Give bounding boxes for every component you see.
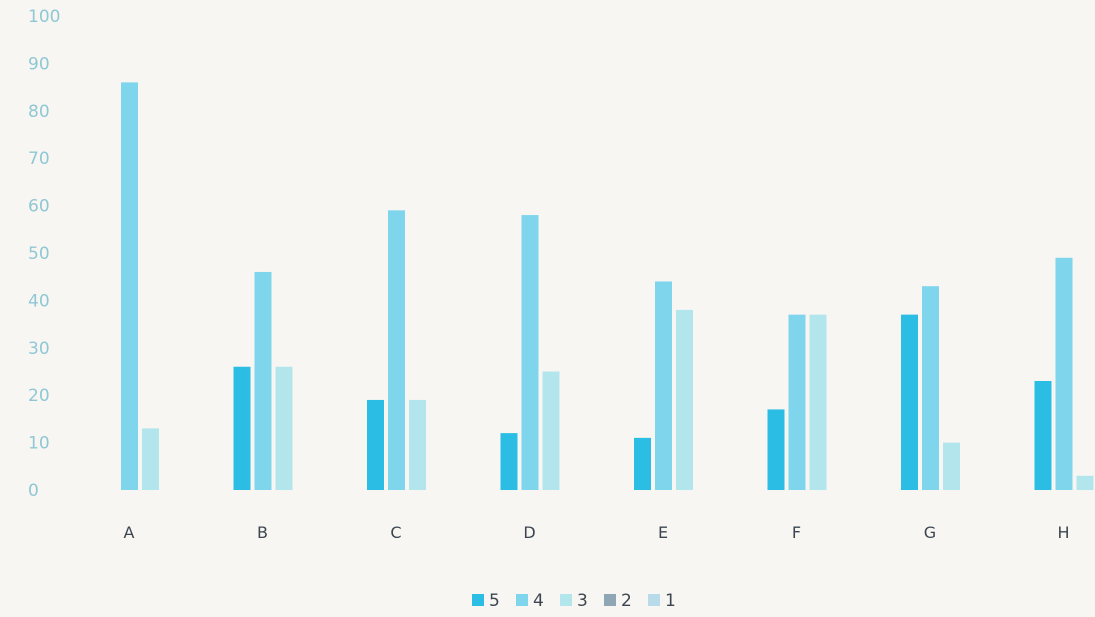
- y-tick-label: 20: [28, 386, 50, 406]
- x-tick-label: F: [792, 523, 801, 542]
- bar-h-series-3: [1076, 475, 1094, 490]
- x-axis: A B C D E F G H: [124, 523, 1070, 542]
- bar-c-series-3: [409, 399, 426, 490]
- y-tick-label: 40: [28, 291, 50, 311]
- y-tick-label: 80: [28, 102, 50, 122]
- bar-c-series-5: [367, 399, 384, 490]
- legend-label-4: 4: [533, 591, 544, 611]
- bars-group: [121, 82, 1094, 491]
- bar-c-series-4: [388, 210, 405, 490]
- bar-a-series-3: [142, 428, 159, 490]
- bar-b-series-4: [254, 271, 272, 490]
- x-tick-label: B: [257, 523, 268, 542]
- legend-label-3: 3: [577, 591, 588, 611]
- y-tick-label: 50: [28, 244, 50, 264]
- bar-g-series-3: [943, 442, 960, 490]
- legend-swatch-4: [516, 594, 528, 606]
- bar-h-series-5: [1034, 380, 1052, 490]
- x-tick-label: D: [523, 523, 535, 542]
- bar-f-series-3: [809, 314, 827, 490]
- y-tick-label: 70: [28, 149, 50, 169]
- bar-g-series-4: [922, 286, 939, 490]
- bar-e-series-5: [634, 437, 651, 490]
- legend-swatch-5: [472, 594, 484, 606]
- bar-d-series-3: [542, 371, 560, 490]
- bar-d-series-5: [500, 433, 518, 490]
- y-tick-label: 0: [28, 481, 39, 501]
- x-tick-label: C: [390, 523, 401, 542]
- y-tick-label: 100: [28, 7, 60, 27]
- legend-swatch-2: [604, 594, 616, 606]
- bar-e-series-4: [655, 281, 672, 490]
- bar-b-series-5: [233, 366, 251, 490]
- bar-h-series-4: [1055, 257, 1073, 490]
- bar-a-series-4: [121, 82, 138, 491]
- bar-f-series-5: [767, 409, 785, 490]
- bar-f-series-4: [788, 314, 806, 490]
- y-tick-label: 90: [28, 54, 50, 74]
- legend-swatch-1: [648, 594, 660, 606]
- legend-swatch-3: [560, 594, 572, 606]
- bar-d-series-4: [521, 215, 539, 490]
- x-tick-label: A: [124, 523, 135, 542]
- y-tick-label: 60: [28, 197, 50, 217]
- legend-label-2: 2: [621, 591, 632, 611]
- x-tick-label: E: [658, 523, 668, 542]
- bar-e-series-3: [676, 309, 693, 490]
- x-tick-label: G: [924, 523, 936, 542]
- x-tick-label: H: [1057, 523, 1069, 542]
- bar-g-series-5: [901, 314, 918, 490]
- legend-label-5: 5: [489, 591, 500, 611]
- legend: 5 4 3 2 1: [472, 591, 676, 611]
- y-tick-label: 30: [28, 339, 50, 359]
- bar-b-series-3: [275, 366, 293, 490]
- legend-label-1: 1: [665, 591, 676, 611]
- y-tick-label: 10: [28, 434, 50, 454]
